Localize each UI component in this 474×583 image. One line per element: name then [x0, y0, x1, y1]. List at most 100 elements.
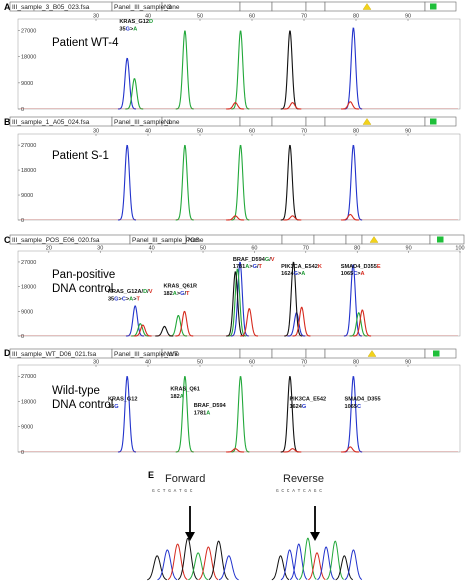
x-tick-label: 60	[249, 14, 255, 20]
annotation: 182A	[170, 394, 183, 400]
trace-peak	[208, 540, 229, 581]
annotation-part: >	[119, 296, 123, 302]
annotation-part: 1624	[281, 271, 294, 277]
x-tick-label: 90	[405, 14, 411, 20]
panel-label: E	[148, 470, 154, 480]
trace-peak	[335, 555, 353, 581]
series-red	[226, 101, 360, 110]
series-black	[280, 144, 299, 221]
annotation: PIK3CA_E542K	[281, 264, 322, 270]
y-tick-label: 27000	[21, 260, 36, 266]
panel-a: A III_sample_3_B05_023.fsa Panel_III_sampl…	[4, 1, 461, 113]
panel-label: A	[4, 2, 11, 12]
x-tick-label: 90	[405, 129, 411, 135]
reverse-title: Reverse	[283, 473, 324, 485]
annotation-part: KRAS_G12	[119, 19, 149, 25]
annotation-part: >	[249, 264, 253, 270]
y-tick-label: 0	[21, 107, 24, 113]
trace-peak	[167, 543, 188, 581]
header-text: Panel_III_sample_POS	[132, 237, 200, 244]
x-tick-label: 40	[145, 14, 151, 20]
panel-title: Patient S-1	[52, 150, 109, 162]
annotation-part: E	[377, 264, 381, 270]
x-tick-label: 90	[406, 246, 412, 252]
peak	[226, 102, 245, 110]
annotation-part: V	[149, 289, 153, 295]
panel-title: Pan-positive	[52, 269, 115, 281]
y-tick-label: 18000	[21, 285, 36, 291]
header-cell	[305, 116, 326, 127]
annotation: BRAF_D594G/V	[233, 257, 275, 263]
annotation-part: KRAS_Q61	[170, 387, 200, 393]
annotation-part: 182	[170, 394, 179, 400]
annotation-part: >	[357, 271, 361, 277]
annotation-part: C	[122, 296, 126, 302]
peak	[230, 261, 249, 337]
annotation-part: V	[271, 257, 275, 263]
x-tick-label: 50	[197, 129, 203, 135]
y-tick-label: 9000	[21, 193, 33, 199]
peak	[344, 27, 363, 110]
peak	[341, 101, 360, 110]
annotation-part: G	[265, 257, 269, 263]
trace-peak	[280, 549, 299, 581]
peak	[341, 213, 360, 221]
series-red	[226, 446, 360, 453]
peak	[226, 271, 245, 337]
panel-title: DNA control	[52, 399, 113, 411]
plot-area	[17, 18, 461, 110]
header-text: None	[188, 237, 204, 244]
reverse-sequence: G C C A T C A G C	[276, 488, 322, 494]
annotation-part: /	[184, 291, 186, 297]
peak	[175, 30, 194, 110]
peak	[280, 144, 299, 221]
annotation: KRAS_Q61	[170, 387, 200, 393]
y-tick-label: 27000	[21, 374, 36, 380]
trace-peak	[218, 555, 239, 581]
annotation: SMAD4_D355	[345, 397, 381, 403]
annotation-part: G	[253, 264, 257, 270]
peak	[175, 144, 194, 221]
y-tick-label: 27000	[21, 29, 36, 35]
header-cell	[271, 348, 307, 359]
series-green	[175, 144, 250, 221]
annotation-part: T	[186, 291, 190, 297]
peak	[175, 376, 194, 453]
x-tick-label: 70	[301, 14, 307, 20]
x-tick-label: 50	[197, 14, 203, 20]
annotation: 1065C	[345, 404, 362, 410]
x-tick-label: 90	[405, 360, 411, 366]
header-text: None	[164, 119, 180, 126]
reverse-arrowhead	[310, 532, 320, 541]
annotation-part: PIK3CA_E542	[289, 397, 326, 403]
panel-b: B III_sample_1_A05_024.fsa Panel_III_sampl…	[4, 116, 461, 224]
panel-title: Patient WT-4	[52, 37, 119, 49]
x-tick-label: 70	[301, 129, 307, 135]
series-blue	[117, 27, 363, 110]
annotation: KRAS_Q61R	[163, 284, 197, 290]
header-cell	[239, 348, 273, 359]
trace-peak	[198, 546, 219, 581]
trace-peak	[289, 543, 308, 581]
annotation: KRAS_G12D	[119, 19, 153, 25]
y-tick-label: 0	[21, 450, 24, 456]
forward-sequence: G C T G A T G C	[152, 488, 193, 494]
peak	[231, 30, 250, 110]
x-tick-label: 80	[353, 360, 359, 366]
peak	[231, 144, 250, 221]
annotation: 182A>G/T	[163, 291, 190, 297]
annotation-part: >	[126, 296, 130, 302]
annotation-part: A	[301, 271, 305, 277]
annotation-part: D	[143, 289, 147, 295]
annotation-part: SMAD4_D355	[341, 264, 377, 270]
y-tick-label: 9000	[21, 309, 33, 315]
header-cell	[271, 116, 307, 127]
annotation-part: G	[114, 404, 118, 410]
annotation-part: G	[180, 291, 184, 297]
annotation-part: /	[147, 289, 149, 295]
annotation: BRAF_D594	[194, 403, 227, 409]
header-text: None	[164, 351, 180, 358]
header-bar: III_sample_3_B05_023.fsa Panel_III_sample…	[9, 1, 457, 12]
annotation-part: 182	[163, 291, 172, 297]
annotation-part: 35	[108, 296, 114, 302]
